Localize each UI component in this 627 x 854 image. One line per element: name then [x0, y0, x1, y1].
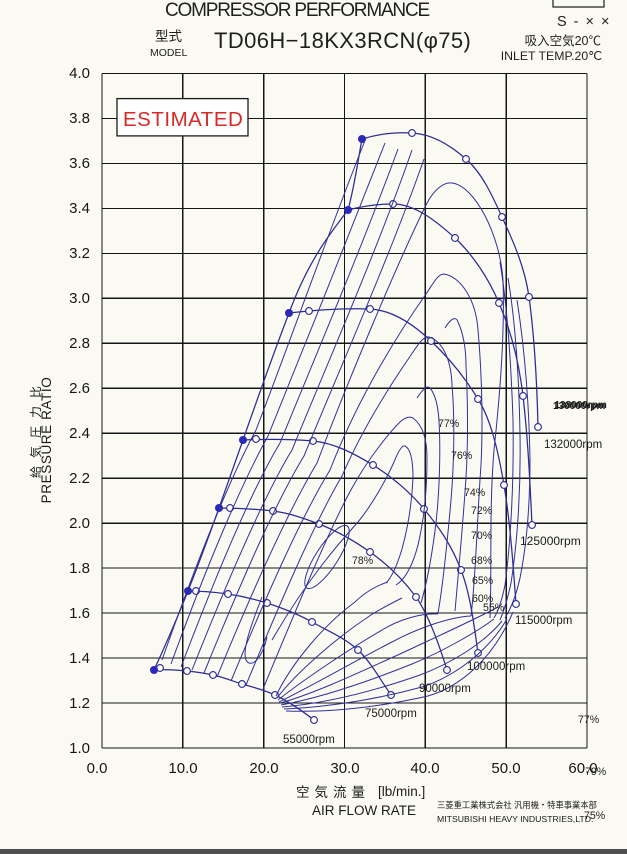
- svg-text:79%: 79%: [585, 766, 607, 778]
- svg-text:125000rpm: 125000rpm: [520, 534, 581, 548]
- svg-text:TD06H−18KX3RCN(φ75): TD06H−18KX3RCN(φ75): [214, 28, 471, 53]
- svg-text:76%: 76%: [451, 450, 473, 462]
- svg-text:型式: 型式: [155, 29, 182, 44]
- svg-text:1.0: 1.0: [69, 740, 90, 757]
- svg-text:3.6: 3.6: [69, 155, 90, 172]
- svg-text:74%: 74%: [464, 487, 486, 499]
- svg-text:ESTIMATED: ESTIMATED: [123, 108, 243, 131]
- svg-text:72%: 72%: [471, 505, 493, 517]
- svg-text:2.2: 2.2: [69, 470, 90, 487]
- svg-text:1.8: 1.8: [69, 560, 90, 577]
- svg-text:三菱重工業株式会社 汎用機・特車事業本部: 三菱重工業株式会社 汎用機・特車事業本部: [437, 800, 597, 810]
- svg-text:100000rpm: 100000rpm: [467, 661, 525, 673]
- svg-text:3.8: 3.8: [69, 110, 90, 127]
- svg-text:132000rpm: 132000rpm: [544, 439, 602, 451]
- svg-text:AIR FLOW RATE: AIR FLOW RATE: [312, 803, 416, 818]
- svg-text:40.0: 40.0: [410, 760, 439, 777]
- svg-text:INLET TEMP.20℃: INLET TEMP.20℃: [501, 49, 602, 63]
- svg-text:吸入空気20℃: 吸入空気20℃: [525, 33, 601, 48]
- svg-text:77%: 77%: [438, 418, 460, 430]
- svg-text:75000rpm: 75000rpm: [365, 708, 417, 720]
- svg-text:65%: 65%: [472, 575, 494, 587]
- svg-text:MODEL: MODEL: [150, 47, 188, 59]
- svg-text:2.0: 2.0: [69, 515, 90, 532]
- svg-text:[lb/min.]: [lb/min.]: [378, 784, 425, 799]
- svg-text:20.0: 20.0: [249, 760, 278, 777]
- svg-text:60%: 60%: [472, 593, 494, 605]
- svg-text:PRESSURE RATIO: PRESSURE RATIO: [39, 377, 54, 504]
- svg-text:3.4: 3.4: [69, 200, 90, 217]
- svg-text:50.0: 50.0: [491, 760, 520, 777]
- svg-text:70%: 70%: [471, 530, 493, 542]
- svg-text:4.0: 4.0: [69, 65, 90, 82]
- svg-text:60.0: 60.0: [568, 760, 597, 777]
- svg-text:給気圧力比: 給気圧力比: [28, 378, 43, 478]
- svg-text:115000rpm: 115000rpm: [515, 615, 572, 627]
- svg-text:10.0: 10.0: [168, 760, 197, 777]
- svg-text:COMPRESSOR PERFORMANCE: COMPRESSOR PERFORMANCE: [165, 0, 429, 21]
- svg-text:55%: 55%: [483, 602, 505, 614]
- svg-text:0.0: 0.0: [87, 760, 108, 777]
- svg-text:68%: 68%: [471, 555, 493, 567]
- svg-text:S - × ×: S - × ×: [557, 14, 611, 30]
- svg-text:2.6: 2.6: [69, 380, 90, 397]
- svg-text:75%: 75%: [584, 810, 606, 822]
- svg-text:30.0: 30.0: [330, 760, 359, 777]
- svg-text:77%: 77%: [578, 714, 600, 726]
- svg-text:78%: 78%: [352, 555, 374, 567]
- svg-text:3.2: 3.2: [69, 245, 90, 262]
- svg-text:55000rpm: 55000rpm: [283, 734, 335, 746]
- svg-text:3.0: 3.0: [69, 290, 90, 307]
- svg-text:138000rpm: 138000rpm: [555, 400, 607, 411]
- svg-text:2.4: 2.4: [69, 425, 90, 442]
- svg-text:1.4: 1.4: [69, 650, 90, 667]
- svg-text:1.6: 1.6: [69, 605, 90, 622]
- svg-text:2.8: 2.8: [69, 335, 90, 352]
- svg-text:130000rpm: 130000rpm: [553, 401, 605, 412]
- svg-text:空気流量: 空気流量: [296, 785, 370, 800]
- svg-text:MITSUBISHI HEAVY INDUSTRIES,: MITSUBISHI HEAVY INDUSTRIES,LTD.: [437, 814, 593, 824]
- svg-text:90000rpm: 90000rpm: [419, 683, 471, 695]
- svg-text:1.2: 1.2: [69, 695, 90, 712]
